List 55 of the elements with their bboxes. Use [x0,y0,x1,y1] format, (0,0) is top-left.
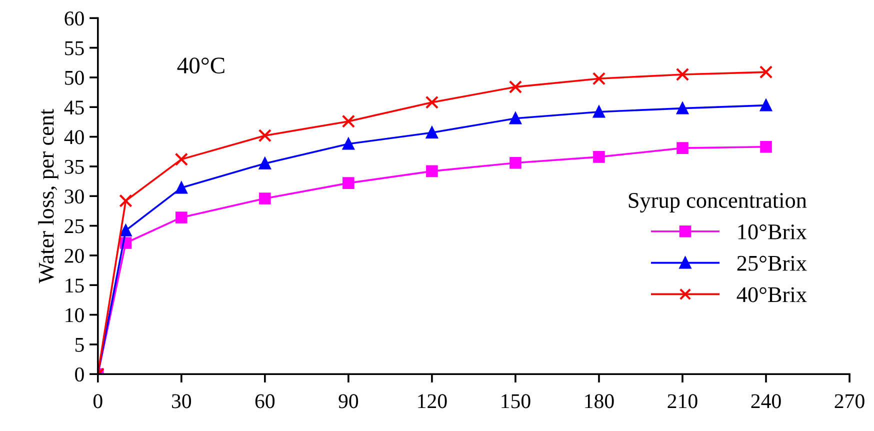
point [508,80,522,94]
y-tick-label: 30 [64,189,84,204]
y-tick-label: 60 [64,11,84,26]
legend-label: 10°Brix [738,224,807,240]
point [426,126,438,139]
point [593,106,605,118]
x-tick-label: 60 [255,394,275,408]
y-tick-label: 20 [64,248,84,263]
y-tick-label: 45 [64,100,84,115]
point [425,96,439,109]
point [760,140,772,153]
point [592,72,606,86]
point [342,177,354,189]
point [759,65,773,79]
y-tick-label: 10 [66,308,84,322]
legend-label: 40°Brix [736,287,807,302]
point [259,158,271,170]
point [342,114,356,128]
y-tick-label: 15 [66,278,84,293]
point [176,182,188,194]
point [760,99,772,112]
point [676,68,690,82]
point [676,142,688,154]
x-tick-label: 210 [668,394,698,408]
point [258,128,272,142]
point [676,102,688,114]
y-axis-title: Water loss, per cent [38,108,58,284]
y-tick-label: 50 [65,70,84,85]
x-tick-label: 270 [834,394,864,408]
point [342,138,354,150]
y-tick-label: 0 [75,367,84,382]
point [120,224,132,236]
point [510,112,522,124]
x-tick-label: 90 [338,394,358,408]
legend-label: 25°Brix [737,256,807,271]
y-tick-label: 25 [64,219,84,234]
y-tick-label: 40 [64,130,84,144]
annotation: 40°C [177,58,224,74]
legend-title: Syrup concentration [628,193,807,213]
y-tick-label: 35 [64,160,84,174]
point [174,152,188,166]
x-tick-label: 30 [172,394,192,408]
point [259,192,271,204]
y-tick-label: 55 [65,41,84,56]
y-tick-label: 5 [75,338,84,352]
point [426,165,438,178]
x-tick-label: 240 [751,394,781,408]
point [119,194,132,208]
point [176,212,188,224]
x-tick-label: 150 [502,394,530,408]
point [593,151,605,163]
point [510,156,522,169]
x-tick-label: 0 [93,394,102,408]
x-tick-label: 120 [418,394,447,408]
x-tick-label: 180 [585,394,614,408]
